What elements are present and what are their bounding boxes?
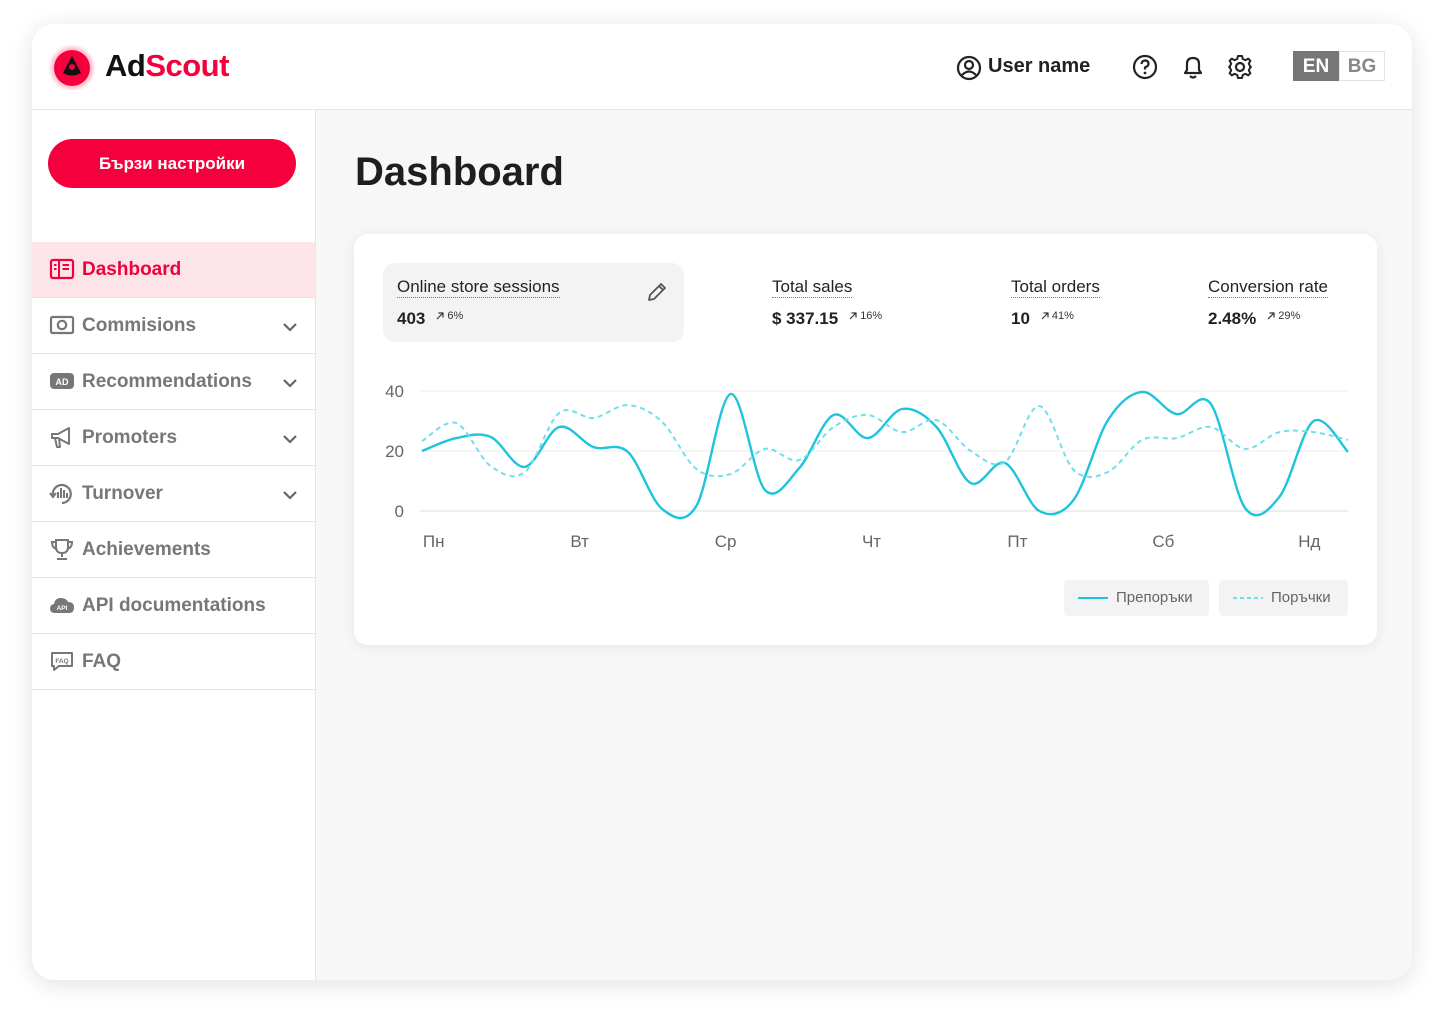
quick-settings-button[interactable]: Бързи настройки [48, 139, 296, 188]
chevron[interactable] [282, 434, 298, 444]
metric-highlight[interactable] [383, 263, 684, 342]
app-window: AdScout User name EN BG Бързи настройки D… [32, 24, 1412, 980]
nav-item[interactable]: AD Recommendations [32, 354, 315, 410]
series-line [421, 404, 1349, 478]
nav-icon [49, 315, 75, 335]
bell-icon[interactable] [1180, 53, 1206, 81]
metric-change: 16% [860, 310, 883, 322]
nav-label[interactable]: Recommendations [82, 371, 252, 392]
trend-arrow [1267, 312, 1275, 320]
page-title: Dashboard [355, 150, 564, 194]
metric-label: Conversion rate [1208, 277, 1329, 298]
y-tick-label: 0 [395, 502, 404, 521]
brand-second: Scout [145, 48, 229, 83]
nav-item[interactable]: Dashboard [32, 242, 315, 298]
x-tick-label: Сб [1152, 532, 1174, 551]
nav-item[interactable]: Achievements [32, 522, 315, 578]
chevron[interactable] [282, 322, 298, 332]
x-tick-label: Вт [570, 532, 589, 551]
nav-item[interactable]: API API documentations [32, 578, 315, 634]
sidebar: Бързи настройки Dashboard Commisions AD Rec… [32, 110, 316, 980]
nav-label[interactable]: Promoters [82, 427, 178, 448]
settings-icon[interactable] [1227, 54, 1253, 80]
dashboard-card: Online store sessions 403 6% Total sales $ 3… [354, 234, 1377, 645]
x-tick-label: Пн [423, 532, 445, 551]
trend-arrow [1041, 312, 1049, 320]
user-name[interactable]: User name [988, 55, 1091, 77]
metric-value: 403 [397, 309, 426, 328]
language-option[interactable]: BG [1339, 51, 1385, 81]
nav-item[interactable]: FAQ FAQ [32, 634, 315, 690]
metric-value: 2.48% [1208, 309, 1257, 328]
chart: 0 20 40 Пн Вт Ср Чт Пт Сб Нд [385, 382, 1349, 551]
series-line [421, 390, 1349, 520]
nav-label[interactable]: FAQ [82, 651, 122, 672]
nav-label[interactable]: Turnover [82, 483, 163, 504]
metric-value: $ 337.15 [772, 309, 839, 328]
trend-arrow [436, 312, 444, 320]
metric-change: 6% [447, 310, 464, 322]
nav-icon [49, 483, 72, 505]
icon-badge: FAQ [55, 658, 68, 665]
nav-icon: API [50, 598, 74, 613]
x-tick-label: Ср [715, 532, 737, 551]
header: AdScout User name EN BG [32, 24, 1412, 110]
user-icon[interactable] [956, 55, 982, 81]
icon-badge: AD [56, 377, 69, 387]
legend-item[interactable]: Препоръки [1064, 580, 1209, 616]
metric-change: 29% [1278, 310, 1301, 322]
y-tick-label: 20 [385, 442, 404, 461]
chevron[interactable] [282, 378, 298, 388]
legend-swatch [1233, 597, 1263, 599]
legend-label[interactable]: Поръчки [1271, 589, 1331, 606]
logo-icon [48, 44, 96, 90]
nav-item[interactable]: Commisions [32, 298, 315, 354]
nav-icon [49, 258, 75, 280]
x-tick-label: Пт [1007, 532, 1027, 551]
brand-first: Ad [105, 48, 146, 83]
legend-item[interactable]: Поръчки [1219, 580, 1348, 616]
nav-item[interactable]: Promoters [32, 410, 315, 466]
brand: AdScout [105, 48, 229, 84]
metric-label: Total orders [1011, 277, 1100, 298]
nav-item[interactable]: Turnover [32, 466, 315, 522]
nav-label[interactable]: Dashboard [82, 259, 182, 280]
legend-swatch [1078, 597, 1108, 599]
help-icon[interactable] [1132, 54, 1158, 80]
icon-badge: API [57, 605, 68, 612]
edit-icon[interactable] [644, 279, 670, 305]
nav-label[interactable]: API documentations [82, 595, 266, 616]
nav-label[interactable]: Commisions [82, 315, 197, 336]
x-tick-label: Чт [862, 532, 881, 551]
nav-icon: FAQ [51, 652, 73, 671]
chevron[interactable] [282, 490, 298, 500]
legend-label[interactable]: Препоръки [1116, 589, 1193, 606]
nav-icon [50, 539, 74, 560]
metric-label: Online store sessions [397, 277, 560, 298]
metric-value: 10 [1011, 309, 1030, 328]
nav-label[interactable]: Achievements [82, 539, 211, 560]
y-tick-label: 40 [385, 382, 404, 401]
nav-icon [51, 427, 70, 448]
x-tick-label: Нд [1298, 532, 1320, 551]
trend-arrow [849, 312, 857, 320]
metric-label: Total sales [772, 277, 853, 298]
language-option[interactable]: EN [1293, 51, 1339, 81]
nav-icon: AD [50, 373, 74, 389]
metric-change: 41% [1051, 310, 1074, 322]
